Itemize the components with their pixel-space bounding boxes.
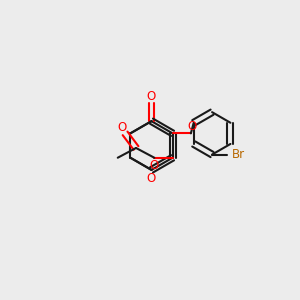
Text: O: O bbox=[147, 90, 156, 103]
Text: O: O bbox=[117, 121, 126, 134]
Text: O: O bbox=[146, 172, 155, 185]
Text: Br: Br bbox=[231, 148, 244, 161]
Text: O: O bbox=[150, 159, 159, 172]
Text: O: O bbox=[188, 120, 197, 133]
